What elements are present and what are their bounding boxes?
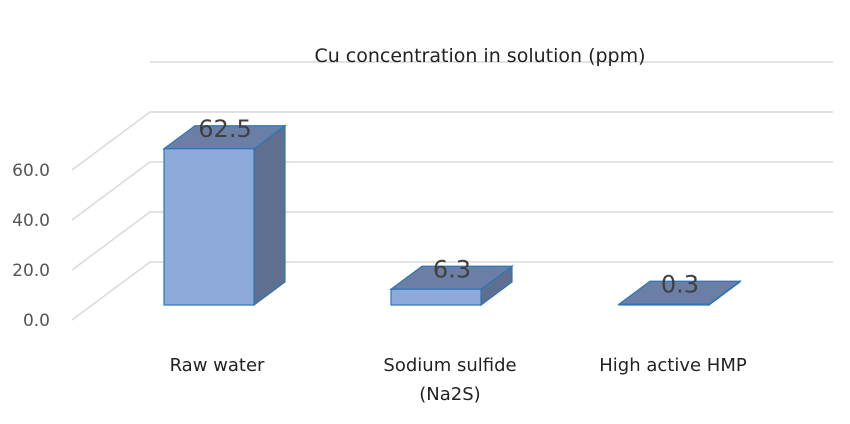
bar-front-face: [390, 288, 482, 306]
category-label: Sodium sulfide (Na2S): [383, 355, 516, 405]
bar-front-face: [618, 303, 710, 306]
bar: [162, 124, 287, 307]
bar-side-face: [253, 124, 286, 307]
category-labels: Raw water Sodium sulfide (Na2S) High active…: [170, 355, 747, 405]
bars: [162, 124, 742, 307]
data-label: 0.3: [661, 270, 699, 298]
data-labels: 62.5 6.3 0.3: [198, 115, 699, 299]
gridline: [71, 261, 833, 321]
y-tick-label: 0.0: [23, 311, 50, 331]
gridline: [71, 161, 833, 221]
category-label: High active HMP: [599, 355, 747, 376]
chart-title: Cu concentration in solution (ppm): [314, 45, 645, 67]
gridline: [71, 111, 833, 171]
data-label: 6.3: [433, 255, 471, 283]
bar: [617, 280, 742, 307]
y-tick-label: 60.0: [12, 161, 50, 181]
bar: [389, 265, 514, 307]
y-tick-label: 20.0: [12, 261, 50, 281]
gridline: [71, 211, 833, 271]
data-label: 62.5: [198, 115, 251, 143]
category-label: Raw water: [170, 355, 265, 376]
y-tick-label: 40.0: [12, 211, 50, 231]
gridlines: [71, 61, 833, 321]
y-axis-ticks: 0.0 20.0 40.0 60.0: [12, 161, 50, 331]
bar-front-face: [163, 148, 255, 306]
